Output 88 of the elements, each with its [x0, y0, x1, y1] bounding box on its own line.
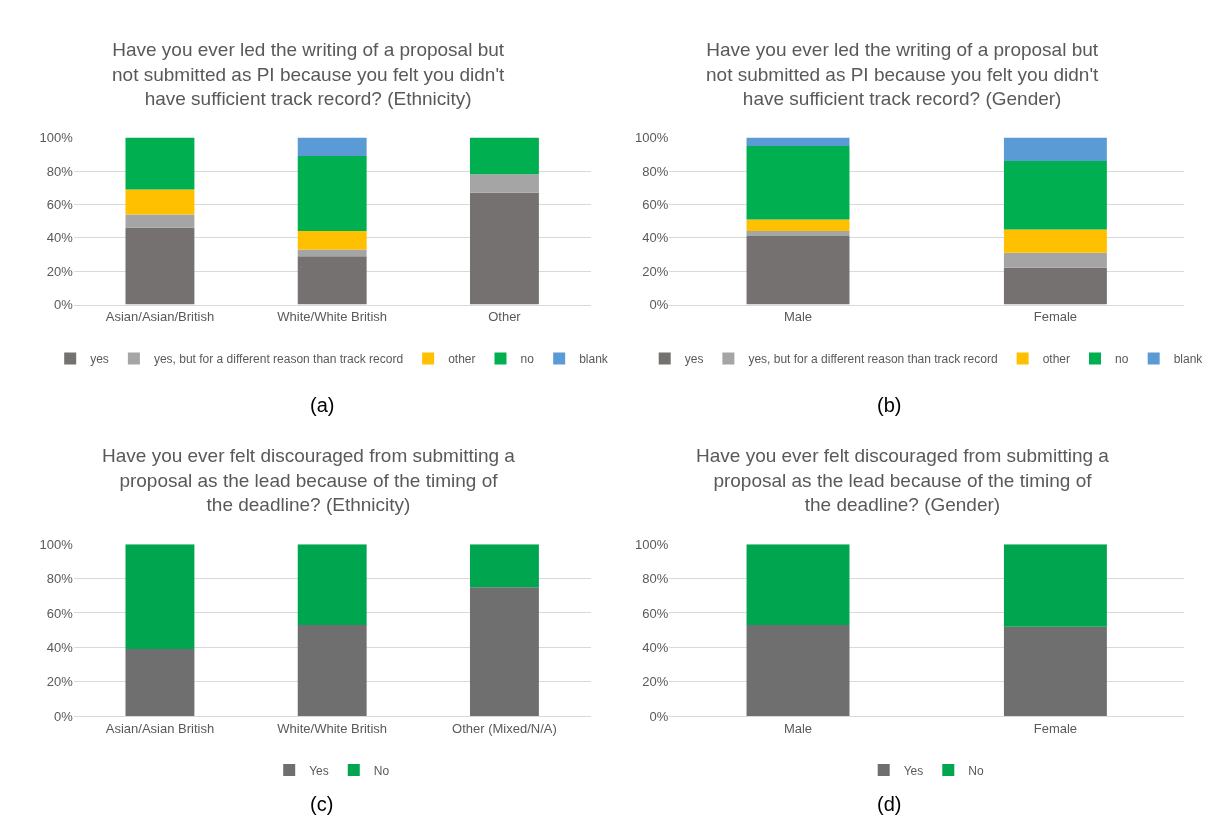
bar [1003, 267, 1107, 305]
x-tick-label: Male [783, 720, 813, 736]
bar [1003, 229, 1107, 253]
bar [297, 155, 367, 232]
legend-label: yes, but for a different reason than track record [153, 352, 404, 367]
y-tick-label: 60% [46, 196, 74, 212]
y-tick-label: 80% [642, 571, 669, 587]
bar [125, 544, 195, 650]
legend-label: blank [1173, 352, 1204, 367]
bar [469, 192, 539, 305]
bar [1003, 626, 1107, 717]
y-tick-label: 40% [46, 639, 74, 655]
x-tick-label: Other [488, 309, 522, 325]
text: (a) [310, 394, 335, 416]
legend-label: no [1115, 352, 1129, 367]
y-tick-label: 20% [46, 263, 74, 279]
text: (b) [877, 394, 902, 416]
bar [469, 587, 539, 717]
chart-title: Have you ever felt discouraged from submitting a proposal as the lead because of the timing of the deadline? (Ethnicity) [102, 445, 516, 516]
x-tick-label: Asian/Asian/British [105, 309, 215, 325]
legend-label: Yes [309, 763, 329, 778]
y-tick-label: 100% [635, 536, 669, 552]
y-tick-label: 20% [642, 263, 669, 279]
y-tick-label: 60% [642, 605, 669, 621]
bar [125, 649, 195, 717]
bar [297, 231, 367, 250]
chart-title: Have you ever led the writing of a proposal but not submitted as PI because you felt you didn't have sufficient track record? (Ethnicity) [112, 39, 506, 110]
y-tick-label: 100% [39, 536, 74, 552]
bar [297, 137, 367, 156]
x-tick-label: Female [1033, 720, 1078, 736]
y-tick-label: 40% [46, 230, 74, 246]
chart-title: Have you ever led the writing of a proposal but not submitted as PI because you felt you didn't have sufficient track record? (Gender) [706, 39, 1100, 110]
legend-label: other [448, 352, 476, 367]
legend-label: yes, but for a different reason than track record [748, 352, 998, 367]
bar [1003, 137, 1107, 161]
y-tick-label: 100% [635, 130, 669, 146]
bar [125, 189, 195, 215]
bar [297, 249, 367, 257]
bar [1003, 160, 1107, 230]
y-tick-label: 40% [642, 639, 669, 655]
bar [746, 231, 850, 237]
bar [1003, 252, 1107, 268]
bar [746, 236, 850, 305]
y-tick-label: 20% [642, 674, 669, 690]
bar [125, 137, 195, 190]
legend-label: other [1042, 352, 1070, 367]
bar [297, 624, 367, 717]
legend-label: no [520, 352, 535, 367]
text: (c) [310, 793, 334, 815]
x-tick-label: Other (Mixed/N/A) [452, 720, 557, 736]
bar [125, 227, 195, 305]
legend-label: yes [90, 352, 109, 367]
bar [746, 544, 850, 625]
bar [125, 214, 195, 228]
legend-label: yes [684, 352, 704, 367]
y-tick-label: 0% [649, 708, 669, 724]
bar [746, 219, 850, 232]
bar [297, 256, 367, 305]
bar [746, 624, 850, 717]
y-tick-label: 0% [54, 708, 74, 724]
x-tick-label: Asian/Asian British [105, 720, 215, 736]
x-tick-label: Male [783, 309, 813, 325]
bar [469, 137, 539, 175]
y-tick-label: 80% [46, 163, 74, 179]
bar [469, 544, 539, 588]
bar [746, 137, 850, 146]
legend-label: No [373, 763, 390, 778]
chart-title: Have you ever felt discouraged from submitting a proposal as the lead because of the timing of the deadline? (Gender) [696, 445, 1110, 516]
bar [746, 145, 850, 220]
y-tick-label: 80% [46, 571, 74, 587]
y-tick-label: 80% [642, 163, 669, 179]
x-tick-label: White/White British [277, 309, 388, 325]
y-tick-label: 100% [39, 130, 74, 146]
y-tick-label: 0% [649, 297, 669, 313]
y-tick-label: 40% [642, 230, 669, 246]
legend-label: blank [579, 352, 609, 367]
y-tick-label: 20% [46, 674, 74, 690]
x-tick-label: Female [1033, 309, 1078, 325]
y-tick-label: 60% [46, 605, 74, 621]
bar [469, 174, 539, 193]
bar [297, 544, 367, 625]
y-tick-label: 0% [54, 297, 74, 313]
x-tick-label: White/White British [277, 720, 388, 736]
legend-label: Yes [903, 763, 924, 778]
legend-label: No [968, 763, 984, 778]
text: (d) [877, 793, 902, 815]
y-tick-label: 60% [642, 196, 669, 212]
bar [1003, 544, 1107, 627]
